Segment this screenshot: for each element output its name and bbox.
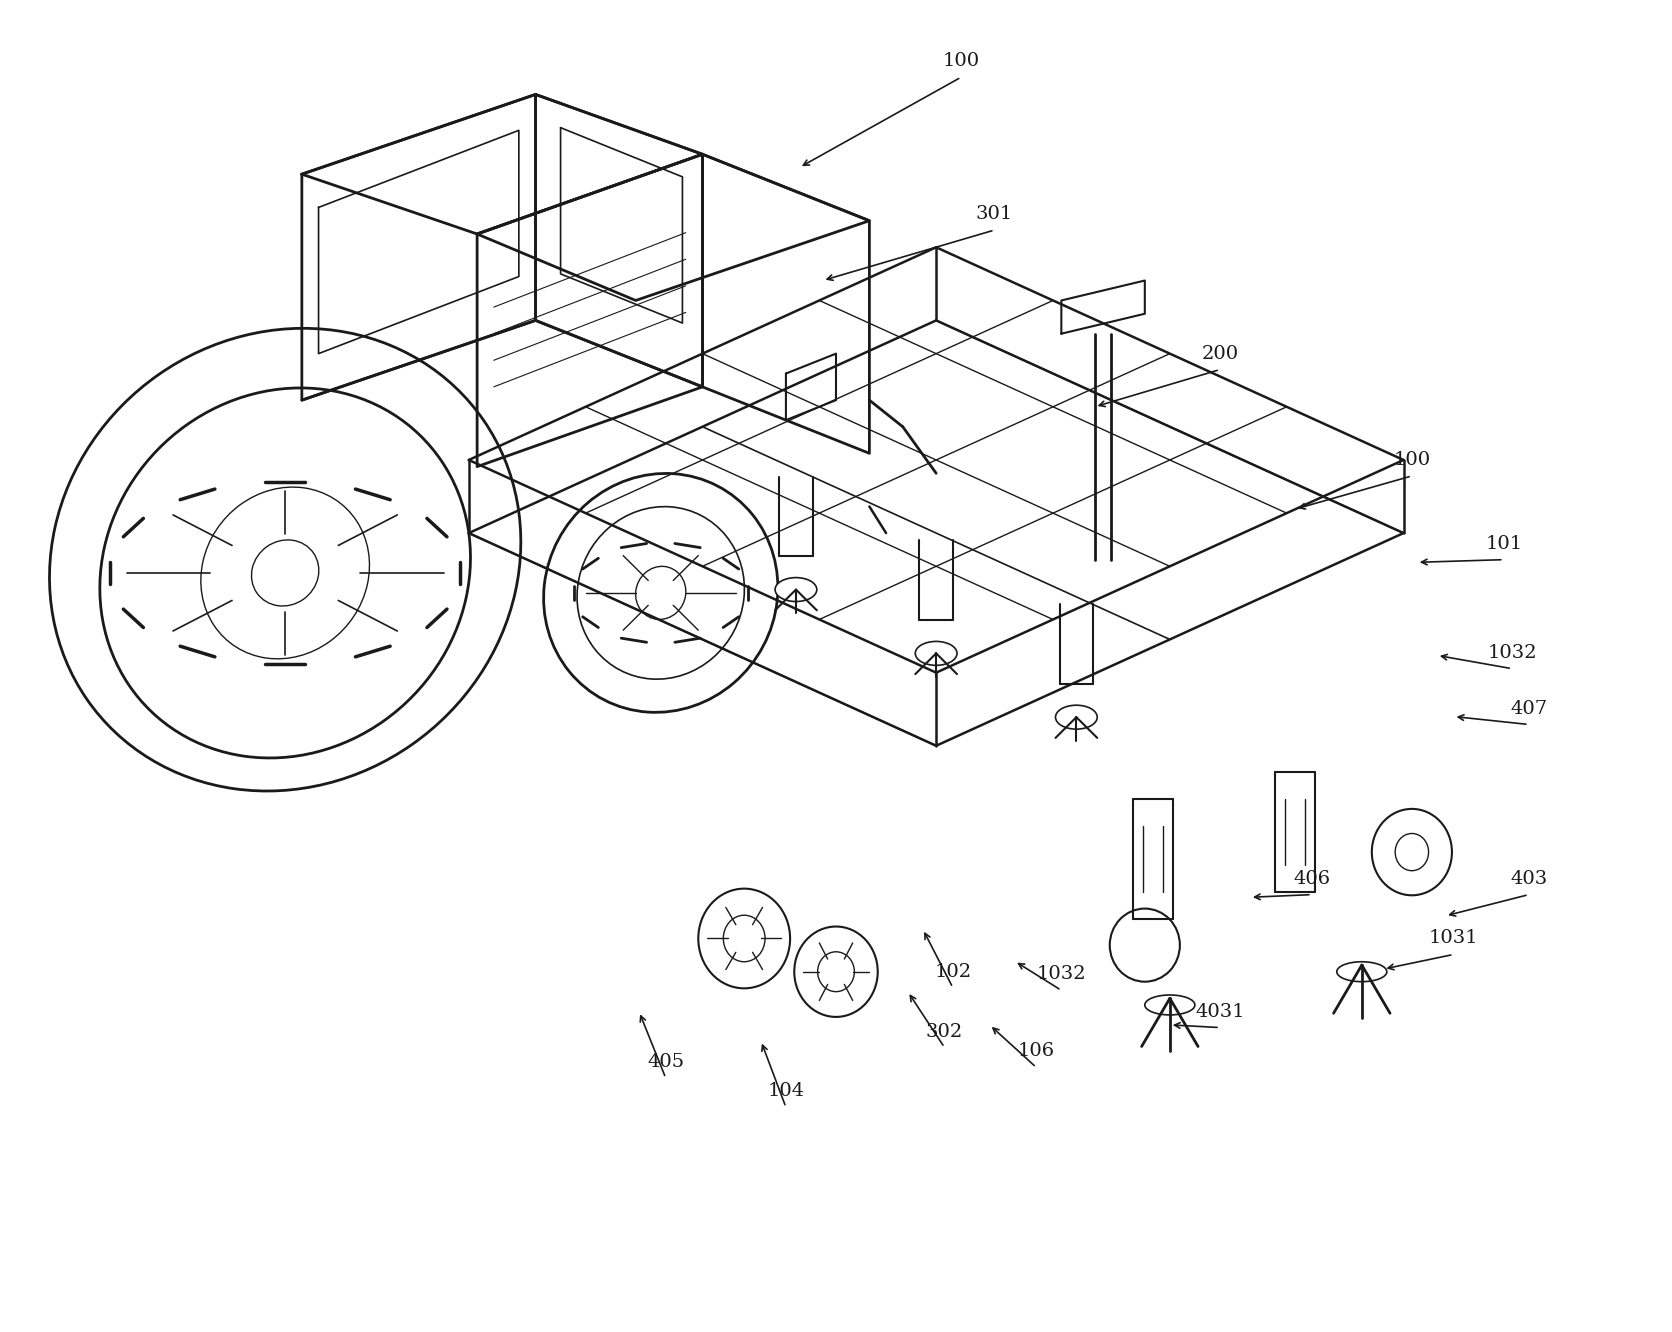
Text: 200: 200 <box>1202 345 1239 362</box>
Text: 100: 100 <box>943 52 980 71</box>
Text: 1032: 1032 <box>1037 966 1087 983</box>
Text: 100: 100 <box>1393 452 1431 469</box>
Ellipse shape <box>1055 705 1097 729</box>
Ellipse shape <box>577 506 744 679</box>
Ellipse shape <box>1338 962 1386 982</box>
Ellipse shape <box>50 328 520 791</box>
Ellipse shape <box>699 888 791 988</box>
Text: 407: 407 <box>1510 699 1547 718</box>
Text: 301: 301 <box>976 205 1013 222</box>
Ellipse shape <box>724 915 766 962</box>
Ellipse shape <box>100 388 470 758</box>
Text: 4031: 4031 <box>1195 1003 1244 1020</box>
Text: 101: 101 <box>1485 534 1522 553</box>
Text: 104: 104 <box>767 1083 804 1100</box>
Ellipse shape <box>1394 834 1428 871</box>
Ellipse shape <box>635 566 686 619</box>
Ellipse shape <box>543 473 777 713</box>
Text: 406: 406 <box>1292 870 1331 887</box>
Text: 102: 102 <box>935 963 971 980</box>
Ellipse shape <box>776 578 818 602</box>
Ellipse shape <box>915 642 956 666</box>
Ellipse shape <box>818 952 854 991</box>
Text: 1031: 1031 <box>1430 930 1478 947</box>
Text: 403: 403 <box>1510 870 1547 887</box>
Text: 106: 106 <box>1018 1043 1055 1060</box>
Ellipse shape <box>251 539 319 606</box>
Ellipse shape <box>1110 908 1180 982</box>
Text: 1032: 1032 <box>1486 643 1537 662</box>
Text: 405: 405 <box>647 1054 684 1071</box>
Ellipse shape <box>1371 809 1451 895</box>
Ellipse shape <box>1145 995 1195 1015</box>
Ellipse shape <box>201 488 370 659</box>
Ellipse shape <box>794 927 878 1016</box>
Text: 302: 302 <box>926 1023 963 1040</box>
